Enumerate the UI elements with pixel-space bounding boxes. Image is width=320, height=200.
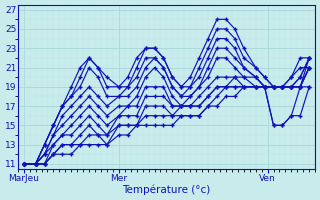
X-axis label: Température (°c): Température (°c)	[122, 185, 211, 195]
